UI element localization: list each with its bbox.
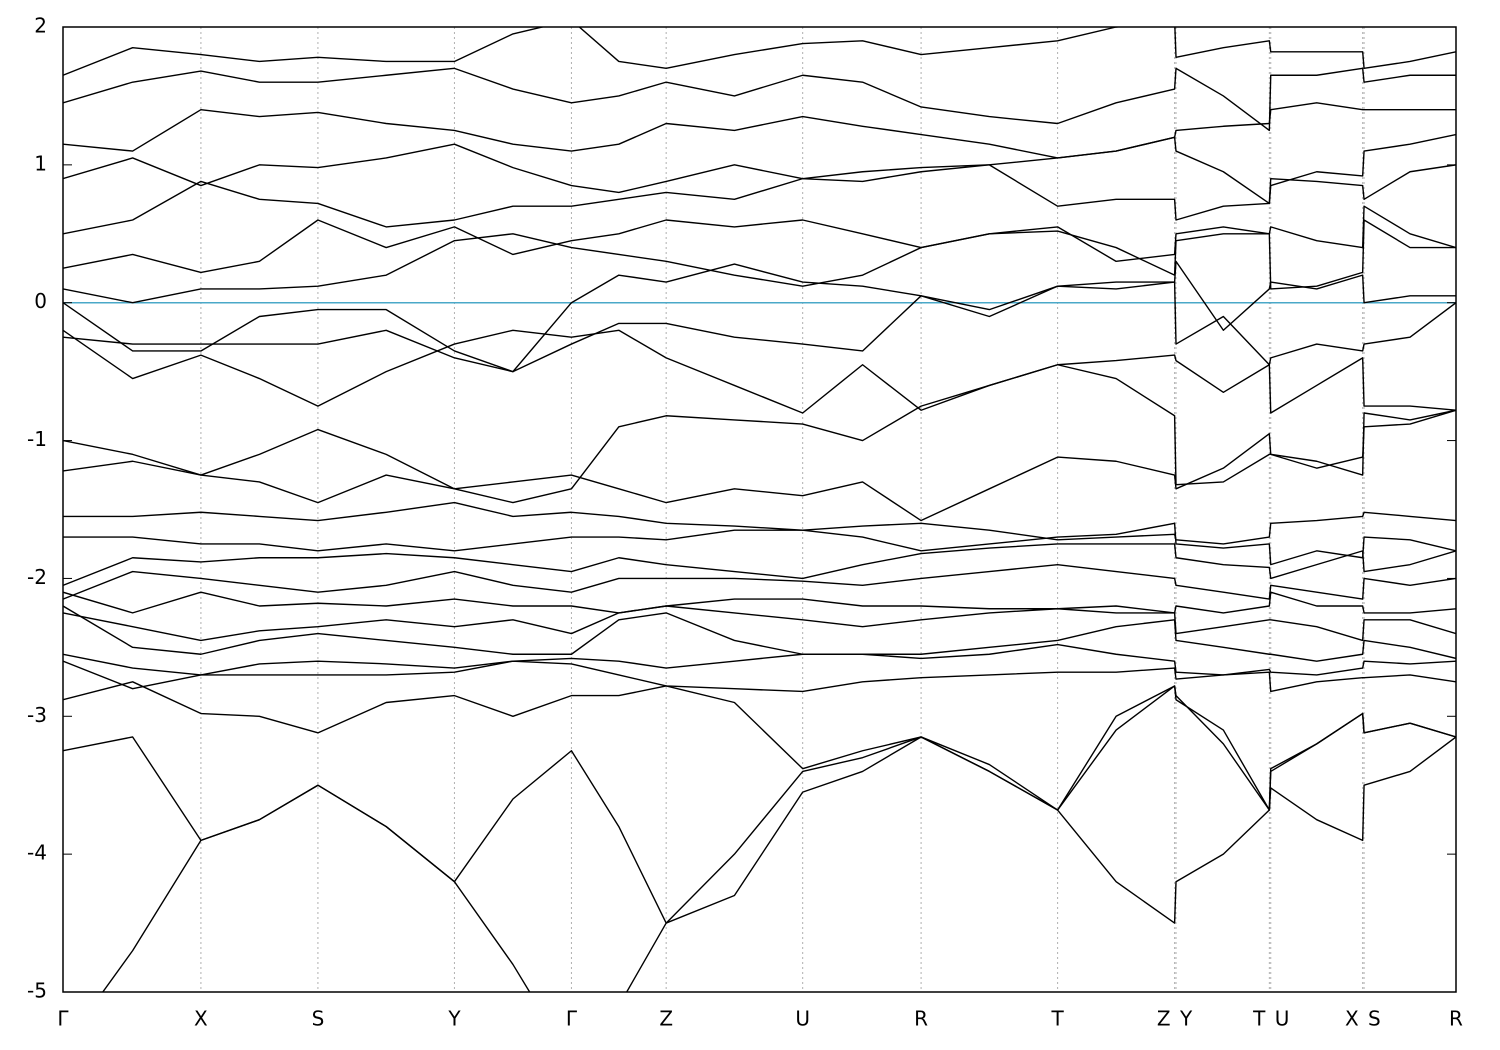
y-tick-label: -1	[27, 427, 47, 451]
x-tick-label: Z	[659, 1007, 673, 1031]
y-tick-label: -5	[27, 979, 47, 1003]
band-line	[63, 281, 1456, 373]
band-line	[63, 102, 1456, 159]
band-line	[63, 501, 1456, 545]
x-tick-label: Γ	[57, 1007, 69, 1031]
y-tick-label: -2	[27, 565, 47, 589]
band-line	[63, 685, 1456, 924]
y-tick-label: 2	[34, 14, 47, 38]
band-line	[63, 543, 1456, 586]
band-line	[63, 563, 1456, 600]
x-tick-label: X	[194, 1007, 208, 1031]
x-tick-label: X	[1345, 1007, 1359, 1031]
band-line	[63, 260, 1456, 373]
band-line	[63, 219, 1456, 304]
band-line	[63, 27, 1456, 76]
band-line	[63, 67, 1456, 132]
band-line	[63, 329, 1456, 414]
band-line	[63, 681, 1456, 811]
band-line	[63, 605, 1456, 642]
x-tick-label: S	[1368, 1007, 1381, 1031]
x-tick-label: T	[1050, 1007, 1064, 1031]
x-tick-label: U	[795, 1007, 810, 1031]
x-tick-label: U	[1275, 1007, 1290, 1031]
x-tick-label: S	[312, 1007, 325, 1031]
band-line	[63, 133, 1456, 205]
y-tick-label: -3	[27, 703, 47, 727]
band-line	[63, 605, 1456, 662]
band-line	[63, 643, 1456, 676]
band-line	[63, 409, 1456, 522]
bands	[63, 27, 1456, 992]
y-tick-label: 0	[34, 289, 47, 313]
x-tick-label: Z	[1157, 1007, 1171, 1031]
band-line	[63, 164, 1456, 235]
band-line	[63, 364, 1456, 504]
x-tick-label: T	[1252, 1007, 1266, 1031]
x-tick-label: Γ	[566, 1007, 578, 1031]
band-line	[63, 522, 1456, 566]
y-tick-label: -4	[27, 841, 47, 865]
x-tick-label: R	[1449, 1007, 1463, 1031]
y-tick-label: 1	[34, 151, 47, 175]
grid	[62, 27, 1457, 992]
band-line	[63, 660, 1456, 693]
band-line	[63, 205, 1456, 274]
x-tick-label: Y	[447, 1007, 461, 1031]
x-tick-label: R	[914, 1007, 928, 1031]
x-tick-label: Y	[1179, 1007, 1193, 1031]
band-line	[63, 591, 1456, 614]
plot-frame	[62, 26, 1457, 993]
band-line	[101, 736, 1456, 992]
